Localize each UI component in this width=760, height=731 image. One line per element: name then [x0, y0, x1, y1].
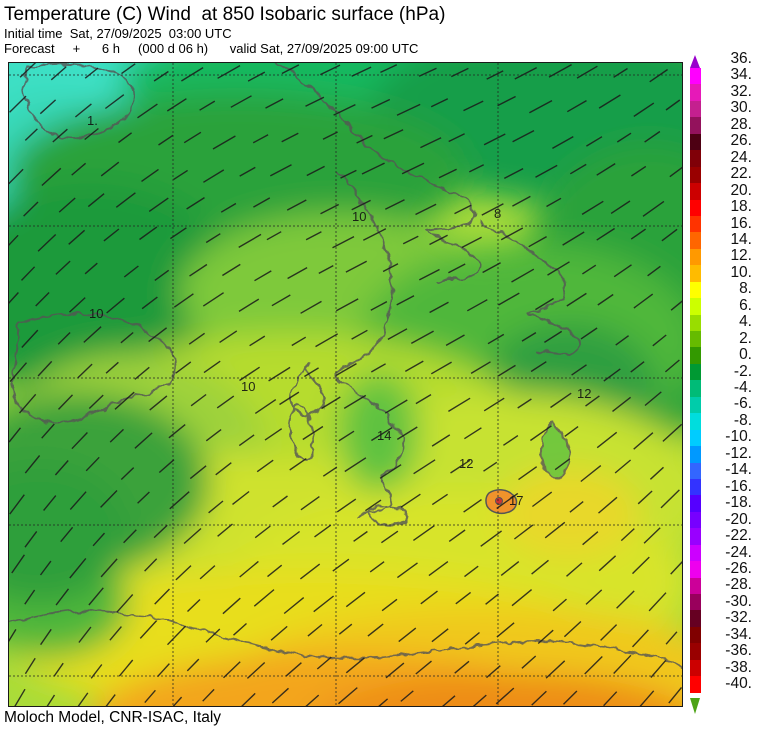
svg-text:1.: 1.	[87, 113, 98, 128]
svg-text:12: 12	[577, 386, 591, 401]
svg-text:10: 10	[352, 209, 366, 224]
svg-text:10: 10	[89, 306, 103, 321]
svg-text:10: 10	[241, 379, 255, 394]
